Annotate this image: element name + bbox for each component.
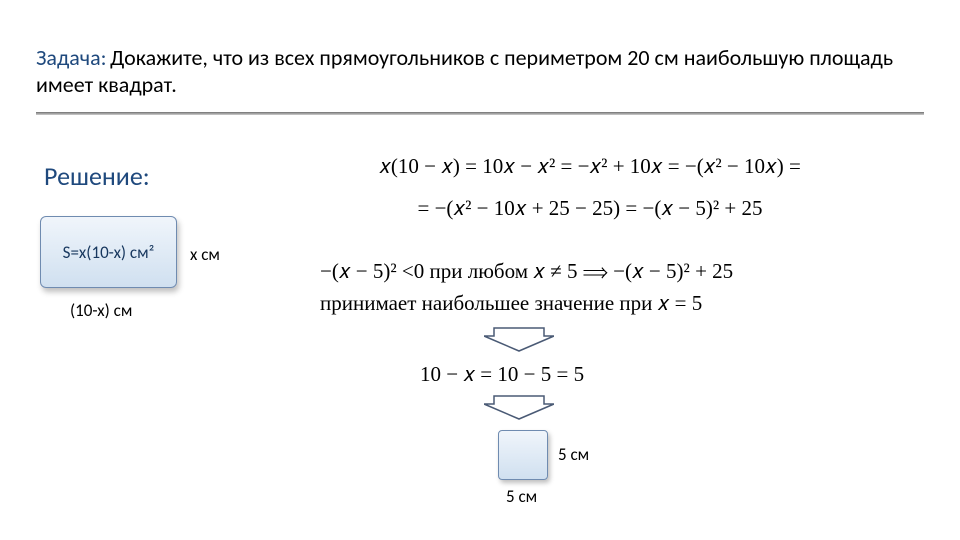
equation-condition: −(𝑥 − 5)² <0 при любом 𝑥 ≠ 5 ⟹ −(𝑥 − 5)²…: [320, 256, 920, 319]
solution-heading: Решение:: [44, 160, 150, 192]
title-underline: [36, 112, 924, 115]
rectangle-figure: S=x(10-x) см²: [40, 216, 177, 288]
rectangle-side-label: x см: [190, 244, 220, 265]
eq-line-1: 𝑥(10 − 𝑥) = 10𝑥 − 𝑥² = −𝑥² + 10𝑥 = −(𝑥² …: [379, 154, 801, 178]
square-side-label: 5 см: [558, 444, 589, 465]
rectangle-bottom-label: (10-x) см: [70, 300, 132, 321]
eq-cond-2: принимает наибольшее значение при 𝑥 = 5: [320, 291, 702, 315]
title-body: Докажите, что из всех прямоугольников с …: [36, 44, 893, 98]
slide: Задача: Докажите, что из всех прямоуголь…: [0, 0, 960, 540]
eq-line-2: = −(𝑥² − 10𝑥 + 25 − 25) = −(𝑥 − 5)² + 25: [418, 196, 763, 220]
equation-calc: 10 − 𝑥 = 10 − 5 = 5: [420, 362, 584, 387]
eq-cond-1: −(𝑥 − 5)² <0 при любом 𝑥 ≠ 5 ⟹ −(𝑥 − 5)²…: [320, 259, 733, 283]
rectangle-area-label: S=x(10-x) см²: [63, 242, 155, 263]
equation-derivation: 𝑥(10 − 𝑥) = 10𝑥 − 𝑥² = −𝑥² + 10𝑥 = −(𝑥² …: [250, 145, 930, 229]
title-block: Задача: Докажите, что из всех прямоуголь…: [36, 44, 924, 115]
square-figure: [498, 430, 548, 480]
arrow-down-icon: [484, 326, 554, 352]
square-bottom-label: 5 см: [506, 486, 537, 507]
arrow-down-icon: [484, 394, 554, 420]
title-label: Задача:: [36, 44, 107, 71]
